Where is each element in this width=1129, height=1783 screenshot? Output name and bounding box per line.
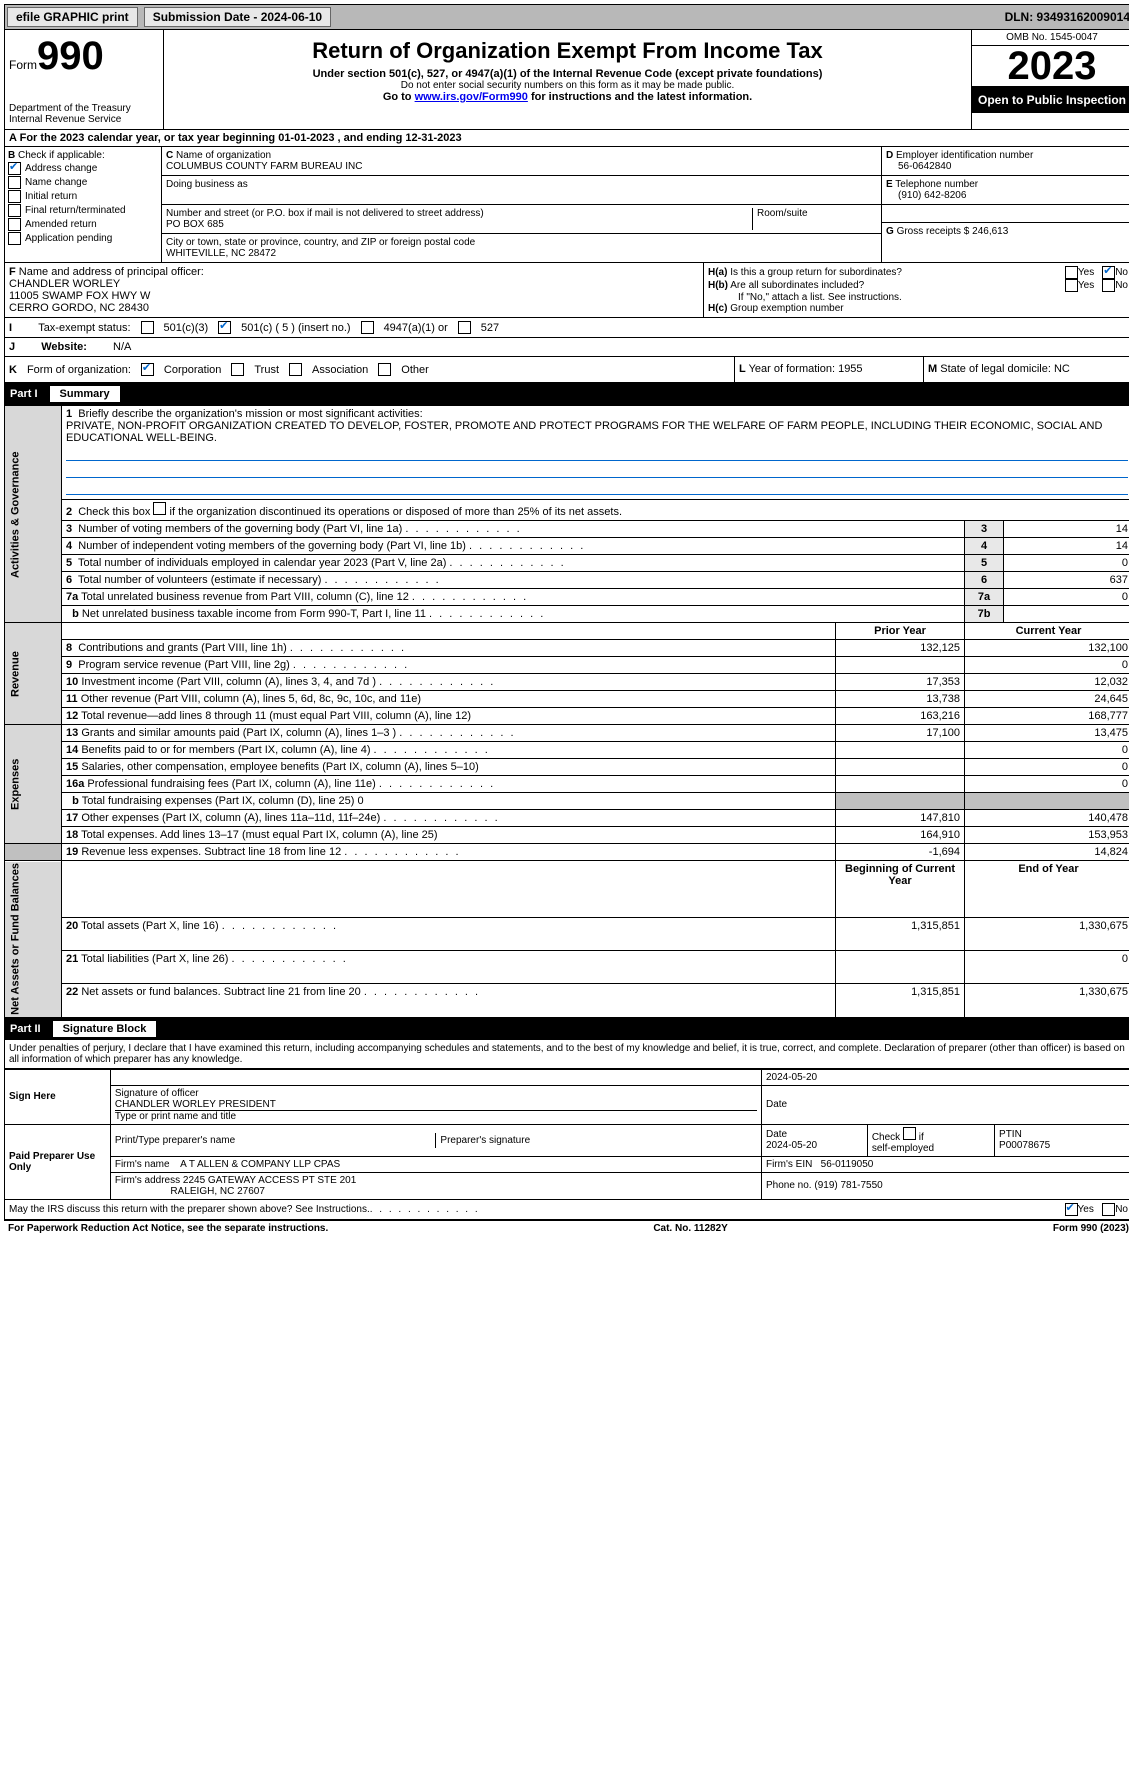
irs-link[interactable]: www.irs.gov/Form990	[415, 91, 528, 103]
checkbox-hb-yes[interactable]	[1065, 279, 1078, 292]
vlabel-governance: Activities & Governance	[5, 406, 62, 623]
checkbox-hb-no[interactable]	[1102, 279, 1115, 292]
section-b: B Check if applicable: Address change Na…	[5, 147, 162, 262]
checkbox-initial-return[interactable]	[8, 190, 21, 203]
checkbox-discuss-yes[interactable]	[1065, 1203, 1078, 1216]
officer-name-title: CHANDLER WORLEY PRESIDENT	[115, 1099, 757, 1110]
part-1-header: Part I Summary	[4, 383, 1129, 405]
checkbox-501c[interactable]	[218, 321, 231, 334]
officer-sig-date: 2024-05-20	[761, 1069, 1129, 1085]
room-suite-label: Room/suite	[753, 208, 877, 230]
year-formation: Year of formation: 1955	[749, 363, 863, 375]
subtitle-2: Do not enter social security numbers on …	[168, 80, 967, 91]
checkbox-final-return[interactable]	[8, 204, 21, 217]
sign-here-label: Sign Here	[5, 1069, 111, 1124]
checkbox-4947[interactable]	[361, 321, 374, 334]
part-2-header: Part II Signature Block	[4, 1018, 1129, 1040]
firm-address: 2245 GATEWAY ACCESS PT STE 201	[183, 1175, 356, 1186]
street-address: PO BOX 685	[166, 219, 748, 230]
org-name: COLUMBUS COUNTY FARM BUREAU INC	[166, 161, 877, 172]
firm-name: A T ALLEN & COMPANY LLP CPAS	[180, 1159, 340, 1170]
line-j: J Website: N/A	[4, 338, 1129, 357]
form-number: 990	[37, 34, 104, 78]
org-info-block: B Check if applicable: Address change Na…	[4, 147, 1129, 263]
checkbox-corporation[interactable]	[141, 363, 154, 376]
checkbox-other[interactable]	[378, 363, 391, 376]
checkbox-self-employed[interactable]	[903, 1127, 916, 1140]
form-label: Form	[9, 58, 37, 72]
officer-addr2: CERRO GORDO, NC 28430	[9, 302, 699, 314]
line-k-l-m: K Form of organization: Corporation Trus…	[4, 357, 1129, 383]
ein: 56-0642840	[886, 161, 1128, 172]
line-i: I Tax-exempt status: 501(c)(3) 501(c) ( …	[4, 318, 1129, 338]
officer-addr1: 11005 SWAMP FOX HWY W	[9, 290, 699, 302]
ptin: P00078675	[999, 1140, 1050, 1151]
checkbox-discuss-no[interactable]	[1102, 1203, 1115, 1216]
firm-phone: (919) 781-7550	[814, 1180, 882, 1191]
mission-text: PRIVATE, NON-PROFIT ORGANIZATION CREATED…	[66, 420, 1102, 444]
firm-ein: 56-0119050	[821, 1159, 874, 1170]
dln-label: DLN: 93493162009014	[1005, 10, 1129, 24]
section-c: C Name of organization COLUMBUS COUNTY F…	[162, 147, 881, 262]
checkbox-ha-no[interactable]	[1102, 266, 1115, 279]
dba-label: Doing business as	[166, 179, 248, 190]
officer-name: CHANDLER WORLEY	[9, 278, 699, 290]
open-to-public: Open to Public Inspection	[972, 87, 1129, 113]
checkbox-association[interactable]	[289, 363, 302, 376]
tax-year: 2023	[972, 46, 1129, 87]
checkbox-trust[interactable]	[231, 363, 244, 376]
section-d-e-g: D Employer identification number 56-0642…	[881, 147, 1129, 262]
city-state-zip: WHITEVILLE, NC 28472	[166, 248, 877, 259]
preparer-date: 2024-05-20	[766, 1140, 817, 1151]
checkbox-ha-yes[interactable]	[1065, 266, 1078, 279]
checkbox-application-pending[interactable]	[8, 232, 21, 245]
vlabel-expenses: Expenses	[5, 725, 62, 844]
subtitle-3: Go to www.irs.gov/Form990 for instructio…	[168, 91, 967, 103]
part-1-table: Activities & Governance 1 Briefly descri…	[4, 405, 1129, 1018]
form-header: Form990 Department of the TreasuryIntern…	[4, 30, 1129, 130]
checkbox-discontinued[interactable]	[153, 502, 166, 515]
signature-table: Sign Here 2024-05-20 Signature of office…	[4, 1069, 1129, 1200]
state-domicile: State of legal domicile: NC	[940, 363, 1070, 375]
page-footer: For Paperwork Reduction Act Notice, see …	[4, 1220, 1129, 1236]
dept-treasury: Department of the TreasuryInternal Reven…	[9, 103, 159, 125]
top-bar: efile GRAPHIC print Submission Date - 20…	[4, 4, 1129, 30]
checkbox-527[interactable]	[458, 321, 471, 334]
submission-date-button[interactable]: Submission Date - 2024-06-10	[144, 7, 331, 27]
discuss-row: May the IRS discuss this return with the…	[4, 1200, 1129, 1220]
checkbox-501c3[interactable]	[141, 321, 154, 334]
paid-preparer-label: Paid Preparer Use Only	[5, 1124, 111, 1199]
line-a-calendar-year: A For the 2023 calendar year, or tax yea…	[4, 130, 1129, 147]
officer-group-block: F Name and address of principal officer:…	[4, 263, 1129, 318]
gross-receipts: 246,613	[972, 226, 1008, 237]
telephone: (910) 642-8206	[886, 190, 1128, 201]
form-title: Return of Organization Exempt From Incom…	[168, 38, 967, 64]
perjury-declaration: Under penalties of perjury, I declare th…	[4, 1040, 1129, 1069]
checkbox-amended-return[interactable]	[8, 218, 21, 231]
vlabel-revenue: Revenue	[5, 623, 62, 725]
vlabel-net-assets: Net Assets or Fund Balances	[5, 861, 62, 1018]
efile-button[interactable]: efile GRAPHIC print	[7, 7, 138, 27]
checkbox-name-change[interactable]	[8, 176, 21, 189]
checkbox-address-change[interactable]	[8, 162, 21, 175]
line-3-val: 14	[1004, 521, 1129, 538]
subtitle-1: Under section 501(c), 527, or 4947(a)(1)…	[168, 68, 967, 80]
website: N/A	[113, 341, 131, 353]
